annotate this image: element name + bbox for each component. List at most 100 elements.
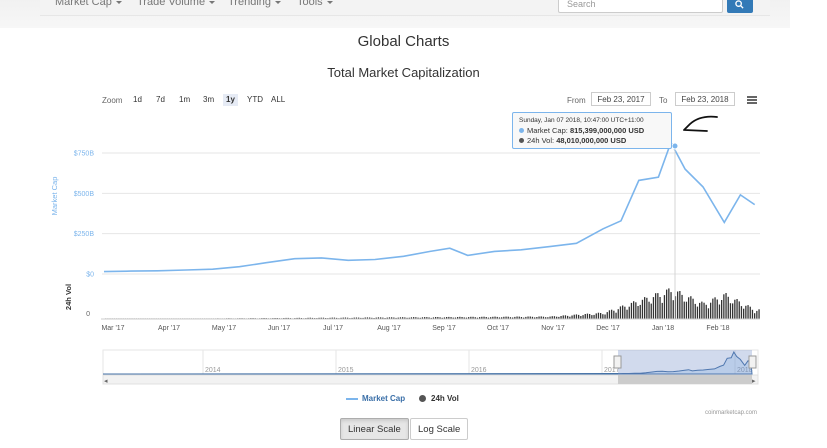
volume-bar — [674, 296, 677, 319]
volume-bar — [461, 317, 463, 319]
volume-bar — [190, 318, 193, 319]
volume-bar — [364, 317, 366, 319]
volume-bar — [490, 317, 492, 319]
volume-bar — [688, 297, 690, 319]
volume-bar — [206, 318, 208, 319]
volume-bar — [375, 317, 377, 319]
zoom-7d-button[interactable]: 7d — [156, 95, 165, 104]
nav-tools[interactable]: Tools — [297, 0, 333, 8]
volume-bar — [230, 318, 232, 319]
volume-bar — [347, 317, 349, 319]
legend-24h-vol[interactable]: 24h Vol — [419, 394, 459, 403]
volume-bar — [690, 296, 692, 319]
volume-bar — [571, 315, 573, 319]
volume-bar — [437, 317, 439, 319]
volume-bar — [250, 318, 252, 319]
volume-bar — [393, 317, 395, 319]
navigator-handle-right[interactable] — [748, 355, 757, 369]
range-to-input[interactable]: Feb 23, 2018 — [675, 92, 735, 106]
volume-bar — [573, 314, 575, 319]
zoom-3m-button[interactable]: 3m — [203, 95, 215, 104]
volume-bar — [111, 318, 113, 319]
volume-bar — [523, 317, 525, 319]
volume-bar — [318, 317, 320, 319]
linear-scale-button[interactable]: Linear Scale — [340, 418, 409, 440]
chart-menu-icon[interactable] — [747, 96, 757, 104]
volume-bar — [668, 288, 670, 319]
volume-bar — [602, 314, 604, 319]
volume-bar — [263, 318, 265, 319]
volume-bar — [707, 308, 710, 319]
legend-market-cap[interactable]: Market Cap — [346, 394, 405, 403]
volume-bar — [234, 318, 237, 319]
volume-bar — [485, 317, 487, 319]
nav-market-cap[interactable]: Market Cap — [55, 0, 122, 8]
volume-bar — [529, 316, 531, 319]
chart-title: Total Market Capitalization — [327, 65, 480, 80]
x-tick-label: Apr '17 — [158, 325, 180, 332]
x-tick-label: May '17 — [212, 325, 236, 332]
volume-bar — [351, 317, 353, 319]
volume-bar — [142, 318, 144, 319]
volume-bar — [373, 318, 375, 319]
volume-bar — [289, 318, 292, 319]
volume-bar — [747, 305, 749, 319]
zoom-1d-button[interactable]: 1d — [133, 95, 142, 104]
scroll-left-arrow-icon[interactable]: ◂ — [104, 378, 108, 385]
volume-bar — [406, 317, 408, 319]
navigator-tick-label: 2014 — [205, 367, 221, 374]
mcap-dot-icon — [519, 128, 524, 133]
zoom-1m-button[interactable]: 1m — [179, 95, 191, 104]
volume-bar — [613, 310, 615, 319]
dot-legend-icon — [419, 395, 426, 403]
volume-bar — [311, 317, 314, 319]
zoom-ytd-button[interactable]: YTD — [247, 95, 263, 104]
range-from-input[interactable]: Feb 23, 2017 — [591, 92, 651, 106]
volume-bar — [650, 303, 652, 319]
tooltip-vol-row: 24h Vol: 48,010,000,000 USD — [519, 136, 665, 146]
navigator-tick-label: 2017 — [604, 367, 620, 374]
volume-bar — [419, 317, 421, 319]
chart-credit[interactable]: coinmarketcap.com — [705, 410, 758, 416]
volume-bar — [494, 316, 496, 319]
volume-bar — [593, 314, 595, 319]
volume-bar — [124, 318, 127, 319]
volume-bar — [223, 318, 226, 319]
range-from-label: From — [567, 96, 586, 105]
vol-axis-label: 24h Vol — [64, 284, 73, 310]
volume-bar — [380, 317, 382, 319]
volume-bar — [595, 313, 597, 319]
volume-bar — [193, 318, 195, 319]
volume-bar — [168, 318, 171, 319]
y-axis-label: Market Cap — [50, 177, 59, 216]
tooltip-mcap-row: Market Cap: 815,399,000,000 USD — [519, 126, 665, 136]
volume-bar — [514, 316, 516, 319]
volume-bar — [628, 306, 630, 319]
annotation-arrow-icon — [683, 115, 718, 132]
navigator-selection[interactable] — [618, 350, 752, 375]
zoom-1y-button[interactable]: 1y — [223, 94, 238, 106]
volume-bar — [177, 318, 179, 319]
log-scale-button[interactable]: Log Scale — [410, 418, 469, 440]
volume-bar — [551, 316, 553, 319]
zoom-all-button[interactable]: ALL — [271, 95, 286, 104]
volume-bar — [468, 317, 470, 319]
volume-bar — [129, 318, 131, 319]
volume-bar — [589, 314, 591, 319]
scrollbar-track[interactable] — [102, 374, 759, 385]
scroll-right-arrow-icon[interactable]: ▸ — [752, 378, 756, 385]
volume-bar — [617, 309, 619, 319]
scrollbar-thumb[interactable] — [618, 375, 752, 384]
volume-bar — [727, 296, 729, 319]
volume-bar — [716, 299, 718, 319]
volume-bar — [463, 317, 465, 319]
search-button[interactable] — [727, 0, 753, 13]
nav-trending[interactable]: Trending — [228, 0, 282, 8]
navigator-handle-left[interactable] — [613, 355, 622, 369]
volume-bar — [428, 317, 430, 319]
search-input[interactable]: Search — [558, 0, 723, 13]
nav-trade-volume[interactable]: Trade Volume — [137, 0, 216, 8]
volume-bar — [135, 318, 138, 319]
volume-bar — [166, 318, 168, 319]
volume-bar — [131, 318, 133, 319]
